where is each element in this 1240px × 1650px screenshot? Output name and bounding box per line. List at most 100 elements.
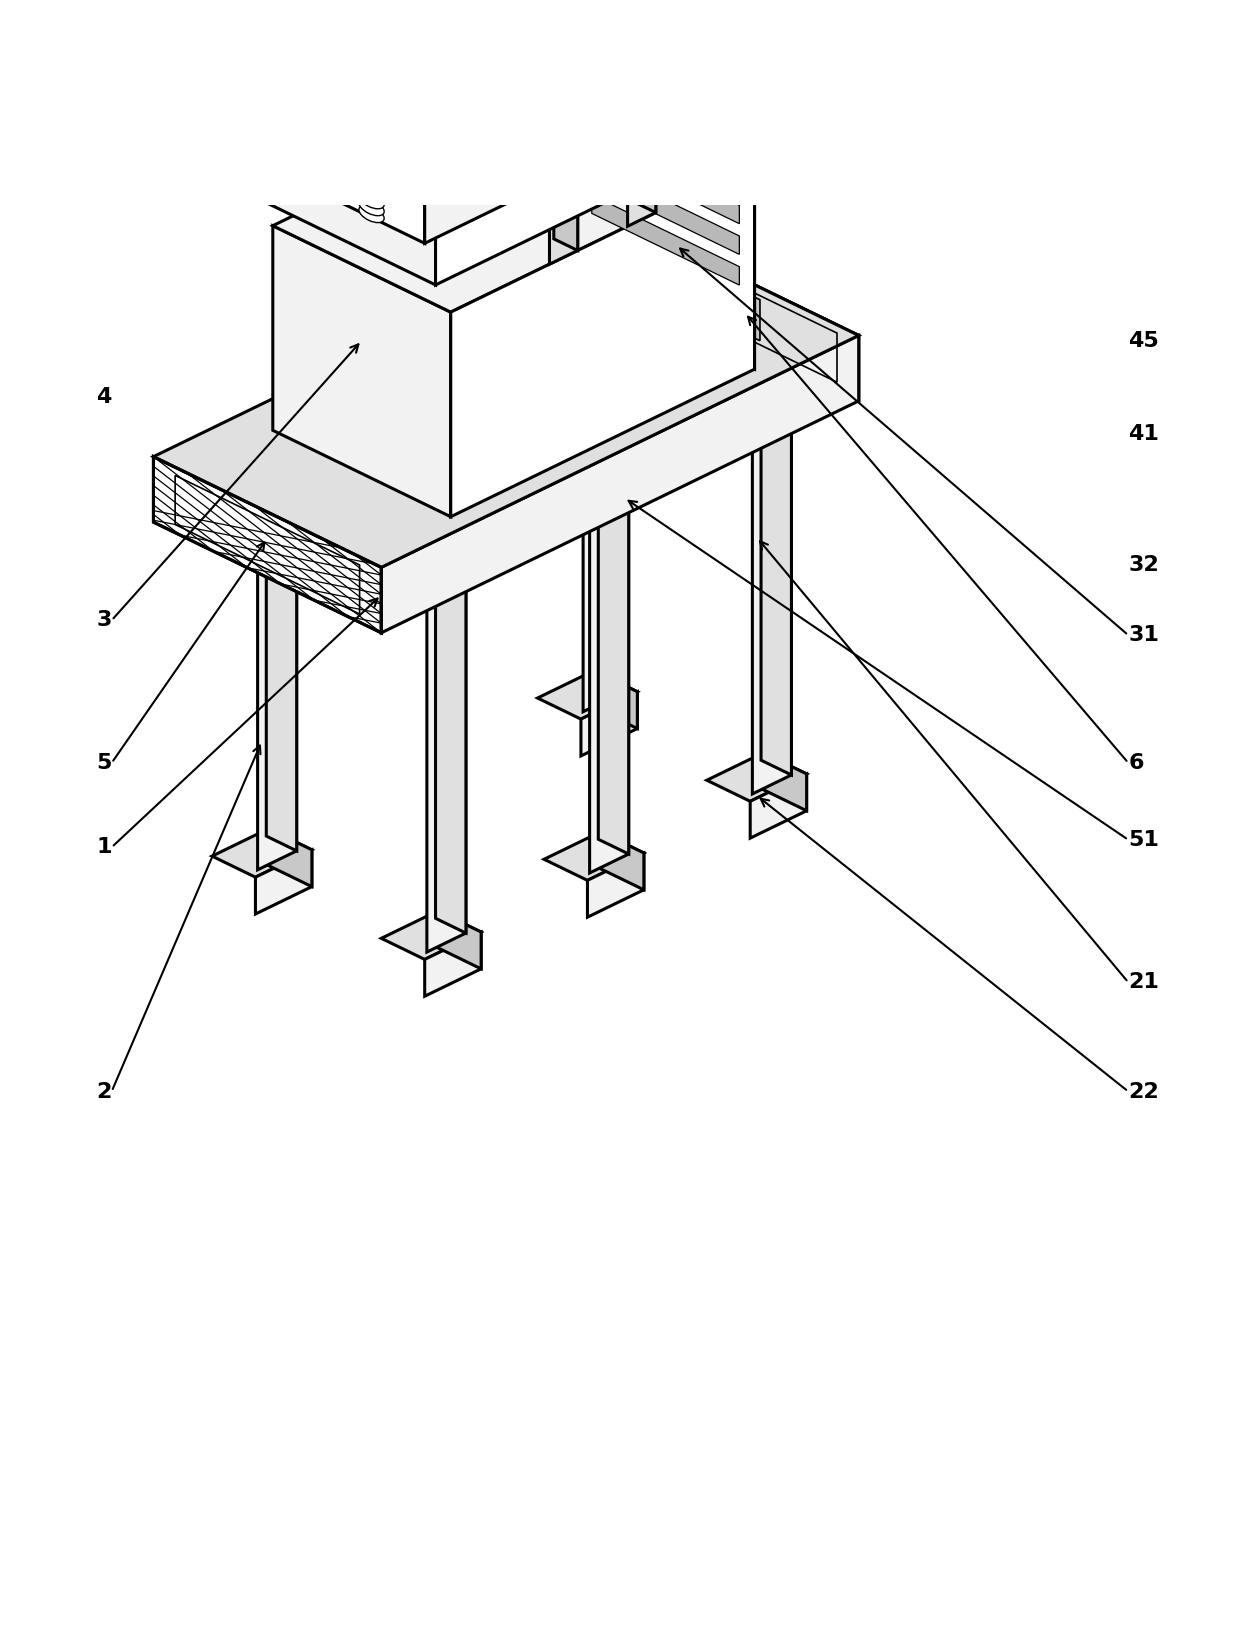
Polygon shape [591,327,622,693]
Polygon shape [435,63,782,285]
Ellipse shape [484,0,518,20]
Polygon shape [590,502,629,873]
Ellipse shape [527,81,562,102]
Ellipse shape [358,172,384,188]
Ellipse shape [394,15,428,38]
Polygon shape [591,195,739,285]
Ellipse shape [304,33,339,56]
Polygon shape [424,3,807,243]
Polygon shape [599,487,629,855]
Text: 31: 31 [1128,625,1159,645]
Ellipse shape [320,104,355,125]
Polygon shape [588,0,782,116]
Ellipse shape [590,50,625,71]
Ellipse shape [358,191,384,210]
Ellipse shape [490,124,525,147]
Ellipse shape [500,68,534,89]
Ellipse shape [358,163,384,182]
Polygon shape [269,828,312,886]
Ellipse shape [511,10,546,33]
Ellipse shape [293,91,327,112]
Polygon shape [255,850,312,914]
Polygon shape [631,224,858,401]
Polygon shape [427,581,466,952]
Ellipse shape [373,129,407,152]
Polygon shape [241,137,435,285]
Polygon shape [554,198,578,251]
Polygon shape [594,0,807,58]
Ellipse shape [253,106,278,122]
Polygon shape [591,134,739,224]
Polygon shape [750,774,807,838]
Ellipse shape [357,59,391,82]
Ellipse shape [253,153,278,172]
Ellipse shape [253,147,278,163]
Ellipse shape [253,119,278,137]
Polygon shape [382,335,858,634]
Ellipse shape [253,125,278,144]
Polygon shape [382,911,481,959]
Ellipse shape [655,18,688,41]
Polygon shape [604,160,656,185]
Polygon shape [577,78,754,370]
Ellipse shape [358,157,384,175]
Ellipse shape [681,31,715,54]
Ellipse shape [253,112,278,129]
Polygon shape [544,832,644,881]
Polygon shape [212,84,424,243]
Ellipse shape [436,97,471,120]
Ellipse shape [427,155,460,178]
Text: 41: 41 [1128,424,1159,444]
Ellipse shape [367,3,402,25]
Polygon shape [753,422,791,794]
Ellipse shape [399,142,434,165]
Text: 3: 3 [97,610,112,630]
Ellipse shape [448,41,481,64]
Ellipse shape [574,0,609,2]
Polygon shape [588,853,644,917]
Polygon shape [764,752,807,810]
Ellipse shape [537,23,572,46]
Ellipse shape [601,0,635,15]
Ellipse shape [346,116,381,139]
Ellipse shape [410,86,444,107]
Text: 32: 32 [1128,554,1159,574]
Text: 22: 22 [1128,1082,1159,1102]
Polygon shape [591,165,739,254]
Polygon shape [583,342,622,711]
Polygon shape [627,172,656,226]
Ellipse shape [358,198,384,216]
Text: 6: 6 [1128,752,1145,772]
Polygon shape [435,566,466,932]
Ellipse shape [718,0,753,10]
Polygon shape [526,198,578,223]
Ellipse shape [458,0,492,7]
Ellipse shape [464,111,497,134]
Text: 2: 2 [97,1082,112,1102]
Text: 21: 21 [1128,972,1159,993]
Polygon shape [212,0,807,188]
Polygon shape [424,932,481,997]
Ellipse shape [330,46,365,69]
Ellipse shape [358,206,384,223]
Polygon shape [632,160,656,213]
Text: 1: 1 [97,837,112,858]
Ellipse shape [618,63,651,84]
Polygon shape [438,911,481,969]
Polygon shape [707,752,807,802]
Polygon shape [580,691,637,756]
Polygon shape [241,0,782,231]
Polygon shape [761,408,791,776]
Polygon shape [631,224,858,401]
Text: 51: 51 [1128,830,1159,850]
Polygon shape [729,285,760,340]
Ellipse shape [267,78,301,101]
Ellipse shape [241,64,274,87]
Text: 4: 4 [97,388,112,408]
Polygon shape [273,226,451,516]
Polygon shape [154,457,382,634]
Ellipse shape [474,54,508,78]
Ellipse shape [420,28,455,51]
Ellipse shape [627,5,662,28]
Text: 45: 45 [1128,332,1159,351]
